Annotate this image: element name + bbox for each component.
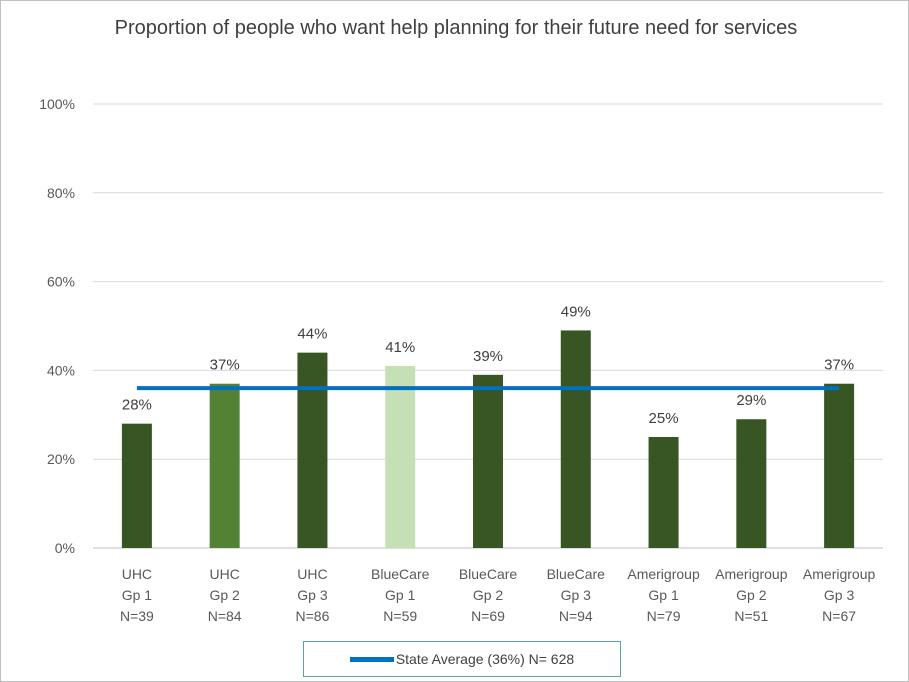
bar-value-label: 44% (297, 326, 327, 343)
x-tick-label: N=67 (822, 608, 856, 624)
x-tick-label: N=51 (734, 608, 768, 624)
x-tick-label: N=59 (383, 608, 417, 624)
x-tick-label: Gp 1 (648, 587, 679, 603)
bar-value-label: 28% (122, 397, 152, 414)
bar (385, 365, 416, 548)
x-tick-label: Gp 2 (736, 587, 767, 603)
x-tick-label: N=84 (208, 608, 242, 624)
x-tick-label: N=94 (559, 608, 593, 624)
y-tick-label: 0% (55, 540, 75, 556)
x-tick-label: Gp 3 (561, 587, 592, 603)
y-tick-label: 80% (47, 185, 75, 201)
bar (736, 419, 767, 548)
bar (648, 437, 679, 548)
y-tick-label: 100% (39, 96, 75, 112)
chart-plot: 0% 20% 40% 60% 80% 100% 28% UHC Gp 1 N=39 37% UHC Gp… (39, 96, 883, 624)
bar-value-label: 37% (824, 357, 854, 374)
bar-value-label: 49% (561, 303, 591, 320)
chart-title: Proportion of people who want help plann… (114, 17, 798, 39)
x-tick-label: UHC (122, 566, 152, 582)
bar (560, 330, 591, 548)
legend-label-state-average: State Average (36%) N= 628 (395, 651, 575, 667)
x-tick-label: Gp 3 (297, 587, 328, 603)
x-tick-label: BlueCare (371, 566, 430, 582)
x-tick-label: BlueCare (547, 566, 606, 582)
y-tick-label: 40% (47, 362, 75, 378)
bar-value-label: 37% (210, 357, 240, 374)
x-tick-label: Gp 1 (122, 587, 153, 603)
x-tick-label: UHC (209, 566, 239, 582)
bar (297, 352, 328, 548)
x-tick-label: Gp 3 (824, 587, 855, 603)
x-tick-label: Gp 2 (473, 587, 504, 603)
bar (824, 383, 855, 548)
x-tick-label: N=79 (647, 608, 681, 624)
x-tick-label: UHC (297, 566, 327, 582)
x-tick-label: BlueCare (459, 566, 518, 582)
x-tick-label: Amerigroup (715, 566, 788, 582)
legend-swatch-state-average (349, 656, 394, 662)
bar-value-label: 39% (473, 348, 503, 365)
y-tick-label: 20% (47, 451, 75, 467)
chart-legend: State Average (36%) N= 628 (303, 641, 621, 677)
y-tick-label: 60% (47, 274, 75, 290)
bar (121, 423, 152, 548)
bar-value-label: 25% (649, 410, 679, 427)
x-tick-label: N=86 (296, 608, 330, 624)
x-tick-label: N=69 (471, 608, 505, 624)
bar-value-label: 29% (736, 392, 766, 409)
x-tick-label: N=39 (120, 608, 154, 624)
x-tick-label: Gp 1 (385, 587, 416, 603)
x-tick-label: Amerigroup (627, 566, 700, 582)
bar (209, 383, 240, 548)
bar-value-label: 41% (385, 339, 415, 356)
x-tick-label: Amerigroup (803, 566, 876, 582)
bar (473, 374, 503, 548)
x-tick-label: Gp 2 (209, 587, 240, 603)
